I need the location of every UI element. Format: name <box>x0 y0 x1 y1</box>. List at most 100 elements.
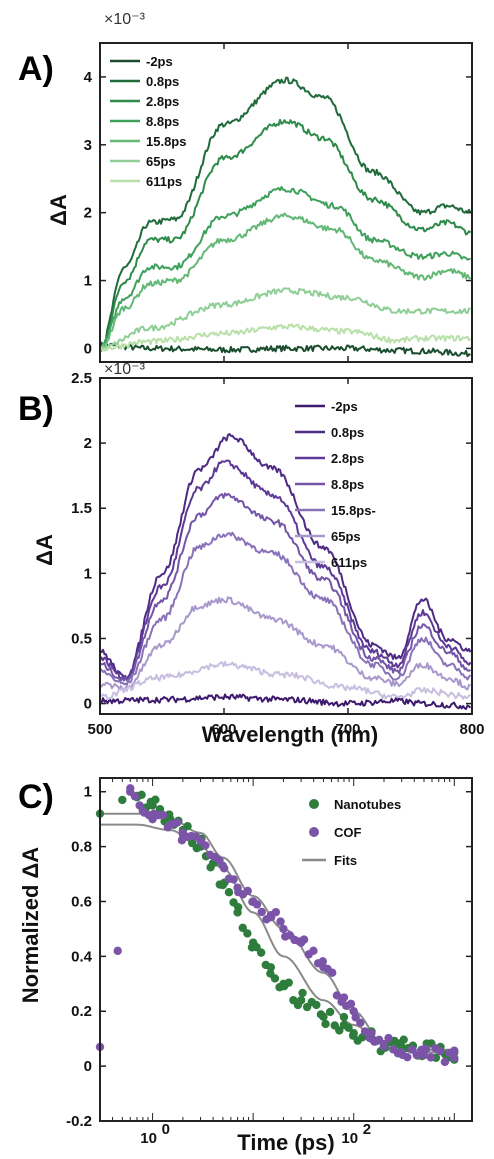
y-tick-label: 0 <box>84 696 92 713</box>
y-tick-label: 2 <box>84 435 92 452</box>
series-line-88ps <box>99 185 471 352</box>
series-line-611ps <box>99 323 472 352</box>
data-point-cof <box>421 1044 431 1053</box>
data-point-cof <box>201 841 210 850</box>
series-line-158ps <box>99 531 472 686</box>
data-point-cof <box>271 907 281 917</box>
legend-entry: 8.8ps <box>146 114 179 129</box>
data-point-cof <box>158 810 168 820</box>
legend-entry: 2.8ps <box>146 94 179 109</box>
x-tick-exponent: 0 <box>162 1121 170 1138</box>
legend-entry: -2ps <box>146 54 173 69</box>
panel-b-xlabel: Wavelength (nm) <box>202 722 378 747</box>
data-point-cof <box>351 1013 360 1022</box>
series-line-158ps <box>99 212 472 351</box>
legend-entry: 0.8ps <box>146 74 179 89</box>
panel-a: A) ΔA ×10⁻³ 0 1 2 3 4 -2ps 0.8ps 2.8ps 8.8ps 15.… <box>18 11 473 363</box>
fit-line <box>100 823 455 1051</box>
y-tick-label: 1.5 <box>71 500 92 517</box>
data-point-cof <box>276 917 285 926</box>
y-tick-label: 1 <box>84 273 92 290</box>
data-point-nanotubes <box>137 790 146 800</box>
x-tick-label: 600 <box>211 721 236 738</box>
legend-entry: 2.8ps <box>331 451 364 466</box>
y-tick-label: 4 <box>84 69 93 86</box>
legend-entry: Fits <box>334 853 357 868</box>
y-tick-label: 2 <box>84 205 92 222</box>
data-point-nanotubes <box>325 1007 335 1017</box>
data-point-nanotubes <box>192 843 201 853</box>
data-point-cof <box>318 957 328 966</box>
y-tick-label: 1 <box>84 565 92 582</box>
data-point-cof <box>279 924 288 934</box>
data-point-cof <box>384 1033 393 1043</box>
fit-line <box>100 812 455 1054</box>
data-point-nanotubes <box>224 888 234 897</box>
panel-a-label: A) <box>18 50 54 88</box>
series-line-611ps <box>99 660 471 700</box>
data-point-cof <box>135 801 144 810</box>
data-point-nanotubes <box>238 923 247 933</box>
y-tick-label: 0 <box>84 1058 92 1075</box>
x-tick-label: 700 <box>335 721 360 738</box>
y-tick-label: 0.5 <box>71 630 92 647</box>
data-point-cof <box>229 875 238 884</box>
data-point-nanotubes <box>298 988 307 998</box>
legend-entry: 0.8ps <box>331 425 364 440</box>
panel-a-exponent: ×10⁻³ <box>104 11 146 28</box>
data-point-cof <box>332 991 342 1000</box>
data-point-cof <box>243 886 252 896</box>
data-point-cof <box>113 946 122 956</box>
panel-c-label: C) <box>18 778 54 816</box>
panel-b-ylabel: ΔA <box>32 534 57 566</box>
series-line-2ps <box>99 693 472 710</box>
data-point-nanotubes <box>118 795 127 805</box>
data-point-cof <box>450 1046 459 1055</box>
data-point-cof <box>374 1035 384 1045</box>
data-point-nanotubes <box>233 902 243 912</box>
panel-b: B) ΔA ×10⁻³ 0 0.5 1 1.5 2 2.5 500 600 700 800 -2p… <box>18 361 485 747</box>
data-point-nanotubes <box>321 1019 330 1029</box>
legend-marker <box>309 799 319 809</box>
data-point-nanotubes <box>312 1000 321 1010</box>
data-point-nanotubes <box>256 948 266 957</box>
panel-b-frame <box>99 377 473 715</box>
legend-entry: COF <box>334 825 362 840</box>
y-tick-label: 0 <box>84 340 92 357</box>
series-line-28ps <box>99 459 472 682</box>
data-point-nanotubes <box>270 974 280 983</box>
y-tick-label: 1 <box>84 784 92 801</box>
data-point-nanotubes <box>335 1026 344 1035</box>
legend-marker <box>309 827 319 837</box>
panel-a-frame <box>99 42 473 363</box>
data-point-cof <box>299 935 309 944</box>
data-point-cof <box>309 946 318 956</box>
legend-entry: 65ps <box>146 154 176 169</box>
data-point-nanotubes <box>339 1012 349 1022</box>
y-tick-label: -0.2 <box>66 1113 92 1130</box>
data-point-cof <box>215 856 224 865</box>
legend-entry: 15.8ps <box>146 134 186 149</box>
series-line-65ps <box>99 596 471 691</box>
data-point-cof <box>360 1027 370 1036</box>
x-tick-label: 500 <box>87 721 112 738</box>
data-point-cof <box>440 1057 450 1067</box>
y-tick-label: 0.4 <box>71 948 93 965</box>
data-point-cof <box>252 900 262 909</box>
x-tick-exponent: 2 <box>363 1121 371 1138</box>
panel-a-ylabel: ΔA <box>46 194 71 226</box>
legend-entry: -2ps <box>331 399 358 414</box>
y-tick-label: 0.6 <box>71 893 92 910</box>
data-point-nanotubes <box>183 822 192 831</box>
data-point-nanotubes <box>399 1035 408 1044</box>
panel-b-label: B) <box>18 390 54 428</box>
legend-entry: 65ps <box>331 529 361 544</box>
x-tick-label: 10 <box>341 1130 358 1147</box>
data-point-nanotubes <box>344 1023 353 1032</box>
data-point-cof <box>327 968 337 977</box>
panel-c-frame <box>99 777 473 1122</box>
data-point-cof <box>219 864 229 873</box>
data-point-nanotubes <box>261 960 270 970</box>
data-point-cof <box>426 1053 436 1062</box>
